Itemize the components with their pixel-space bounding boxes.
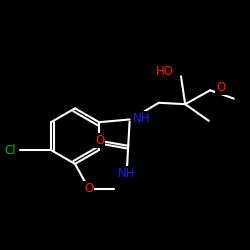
Text: O: O [84, 182, 94, 196]
Text: HO: HO [156, 65, 174, 78]
Text: O: O [216, 81, 226, 94]
Text: NH: NH [132, 112, 150, 124]
Text: Cl: Cl [5, 144, 16, 156]
Text: NH: NH [118, 167, 136, 180]
Text: O: O [95, 134, 104, 147]
